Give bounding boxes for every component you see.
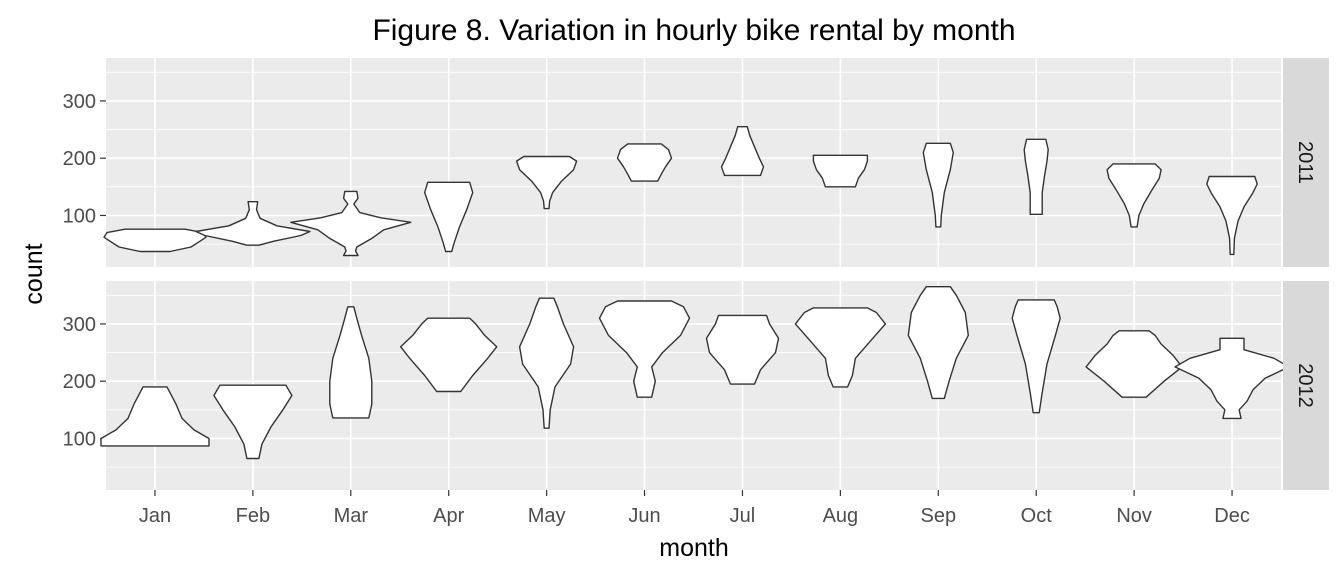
y-tick-label: 300 <box>63 91 96 113</box>
violin-2011-aug <box>812 154 869 188</box>
violin-2012-jul <box>705 314 780 385</box>
violin-2011-jun <box>616 143 673 182</box>
x-axis-title: month <box>659 534 728 562</box>
x-tick-label-aug: Aug <box>823 505 859 527</box>
violin-2011-may <box>515 155 578 210</box>
y-tick-label: 300 <box>63 314 96 336</box>
x-tick-label-jan: Jan <box>139 505 171 527</box>
violin-2012-mar <box>329 306 373 419</box>
facet-panel-2011: 100 200 300 2011 <box>63 58 1329 267</box>
violin-2012-apr <box>400 317 498 393</box>
violin-2012-may <box>518 297 575 429</box>
x-tick-label-feb: Feb <box>236 505 270 527</box>
x-tick-label-jun: Jun <box>628 505 660 527</box>
violin-2011-dec <box>1206 175 1258 256</box>
y-tick-label: 200 <box>63 148 96 170</box>
violin-2011-jul <box>720 126 765 177</box>
violin-2011-sep <box>922 142 954 228</box>
violin-2012-jan <box>100 386 210 447</box>
y-tick-label: 100 <box>63 428 96 450</box>
violin-2012-sep <box>907 286 969 400</box>
x-tick-label-apr: Apr <box>433 505 464 527</box>
violin-2011-feb <box>195 201 311 246</box>
x-tick-label-sep: Sep <box>920 505 956 527</box>
violin-2011-apr <box>424 181 474 253</box>
violin-2012-aug <box>794 307 887 388</box>
x-tick-label-nov: Nov <box>1116 505 1152 527</box>
facet-strip-2011 <box>1283 58 1329 267</box>
violin-2012-oct <box>1011 299 1061 414</box>
facet-panel-2012: 100 200 300 2012 <box>63 281 1329 490</box>
y-tick-label: 200 <box>63 371 96 393</box>
x-tick-label-may: May <box>528 505 566 527</box>
facet-panels: 100 200 300 2011 100 200 300 2012 <box>63 58 1329 490</box>
x-tick-label-oct: Oct <box>1021 505 1053 527</box>
facet-strip-2012 <box>1283 281 1329 490</box>
x-tick-label-jul: Jul <box>730 505 756 527</box>
violin-2011-jan <box>103 228 207 253</box>
facet-strip-label: 2011 <box>1294 141 1316 184</box>
violin-2012-dec <box>1174 337 1290 420</box>
violin-2012-nov <box>1085 330 1183 398</box>
violin-2011-mar <box>290 190 412 257</box>
facet-strip-label: 2012 <box>1294 363 1316 408</box>
violin-2012-feb <box>213 384 293 460</box>
y-tick-label: 100 <box>63 205 96 227</box>
x-axis-ticks: Jan Feb Mar Apr May Jun Jul Aug Sep Oct Nov Dec <box>139 490 1250 527</box>
violin-2012-jun <box>598 300 691 398</box>
y-axis-title: count <box>20 243 48 304</box>
x-tick-label-mar: Mar <box>334 505 369 527</box>
panel-background <box>106 281 1281 490</box>
chart-title: Figure 8. Variation in hourly bike renta… <box>372 14 1015 47</box>
violin-2011-oct <box>1023 138 1049 215</box>
x-tick-label-dec: Dec <box>1214 505 1250 527</box>
violin-2011-nov <box>1106 163 1162 228</box>
